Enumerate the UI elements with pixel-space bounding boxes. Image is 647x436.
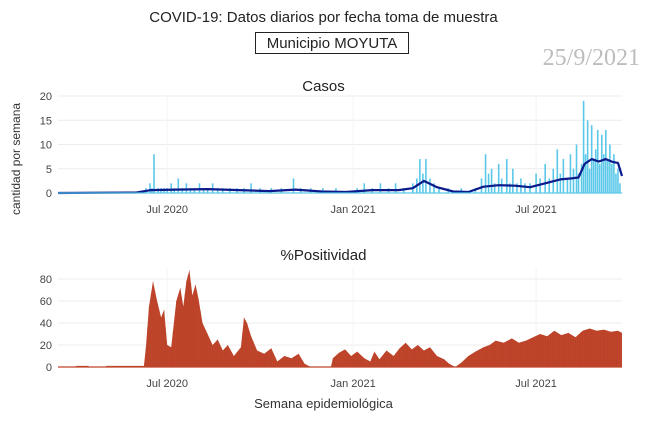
x-axis-label: Semana epidemiológica xyxy=(254,396,393,411)
moving-average-line xyxy=(57,158,624,195)
case-bar xyxy=(613,154,615,193)
date-stamp: 25/9/2021 xyxy=(542,45,640,71)
positivity-panel: 0 20 40 60 80 Jul 2020 Jan 2021 Jul 2021 xyxy=(40,268,622,390)
case-bar xyxy=(516,183,518,193)
case-bar xyxy=(544,163,546,193)
case-bar xyxy=(594,149,597,193)
y-tick-label: 10 xyxy=(40,140,52,152)
municipality-label: Municipio MOYUTA xyxy=(255,32,409,54)
x-tick-label: Jul 2021 xyxy=(515,204,557,216)
case-bar xyxy=(605,129,607,193)
y-tick-label: 80 xyxy=(40,274,52,286)
case-bar xyxy=(379,183,382,193)
case-bar xyxy=(600,134,603,193)
y-tick-label: 15 xyxy=(40,115,52,127)
case-bar xyxy=(216,188,219,193)
chart-title: COVID-19: Datos diarios por fecha toma d… xyxy=(149,9,498,26)
case-bar xyxy=(422,173,424,193)
case-bar xyxy=(556,149,559,193)
case-bar xyxy=(505,159,508,193)
case-bar xyxy=(588,168,591,193)
case-bar xyxy=(584,154,587,193)
case-bar xyxy=(335,188,337,193)
case-bar xyxy=(292,178,295,193)
positivity-panel-title: %Positividad xyxy=(280,247,367,264)
case-bar xyxy=(189,188,192,193)
x-tick-label: Jan 2021 xyxy=(331,378,376,390)
y-tick-label: 20 xyxy=(40,340,52,352)
case-bar xyxy=(577,173,580,193)
case-bar xyxy=(490,168,493,193)
case-bar xyxy=(177,178,180,193)
case-bar xyxy=(592,159,595,193)
case-bar xyxy=(615,173,617,193)
case-bar xyxy=(402,188,405,193)
case-bar xyxy=(363,183,366,193)
case-bar xyxy=(569,154,572,193)
y-tick-label: 20 xyxy=(40,91,52,103)
case-bar xyxy=(425,159,427,193)
case-bar xyxy=(512,168,514,193)
y-tick-label: 5 xyxy=(46,164,52,176)
case-bar xyxy=(548,178,551,193)
case-bar xyxy=(193,188,196,193)
case-bar xyxy=(149,183,151,193)
case-bar xyxy=(617,168,619,193)
x-tick-label: Jul 2020 xyxy=(146,204,188,216)
cases-panel-title: Casos xyxy=(302,78,345,95)
case-bar xyxy=(575,144,578,193)
case-bar xyxy=(206,188,209,193)
case-bar xyxy=(611,163,613,193)
case-bar xyxy=(493,183,496,193)
x-tick-label: Jul 2020 xyxy=(146,378,188,390)
case-bar xyxy=(524,183,526,193)
case-bar xyxy=(603,154,605,193)
case-bar xyxy=(619,183,621,193)
case-bar xyxy=(487,173,490,193)
case-bar xyxy=(535,173,537,193)
cases-panel: 0 5 10 15 20 Jul 2020 Jan 2021 Jul 2021 xyxy=(40,91,624,216)
case-bar xyxy=(562,159,565,193)
case-bar xyxy=(394,183,397,193)
case-bar xyxy=(250,183,252,193)
case-bar xyxy=(419,159,421,193)
case-bar xyxy=(211,183,214,193)
positivity-area xyxy=(58,270,622,367)
case-bar xyxy=(170,183,173,193)
case-bar xyxy=(202,188,205,193)
case-bar xyxy=(438,188,440,193)
case-bar xyxy=(153,154,155,193)
case-bar xyxy=(460,188,463,193)
x-tick-label: Jan 2021 xyxy=(331,204,376,216)
case-bar xyxy=(480,178,483,193)
y-tick-label: 0 xyxy=(46,362,52,374)
case-bar xyxy=(607,159,609,193)
case-bar xyxy=(609,144,611,193)
case-bar xyxy=(572,168,575,193)
case-bar xyxy=(497,163,500,193)
case-bar xyxy=(185,183,188,193)
case-bar xyxy=(582,100,585,193)
y-tick-label: 60 xyxy=(40,296,52,308)
case-bar xyxy=(509,183,511,193)
case-bar xyxy=(566,178,569,193)
y-tick-label: 40 xyxy=(40,318,52,330)
case-bar xyxy=(559,173,562,193)
x-tick-label: Jul 2021 xyxy=(515,378,557,390)
case-bar xyxy=(598,163,601,193)
case-bar xyxy=(586,120,589,193)
y-tick-label: 0 xyxy=(46,188,52,200)
case-bar xyxy=(429,178,431,193)
case-bar xyxy=(433,183,435,193)
case-bar xyxy=(484,154,487,193)
case-bar xyxy=(580,163,583,193)
